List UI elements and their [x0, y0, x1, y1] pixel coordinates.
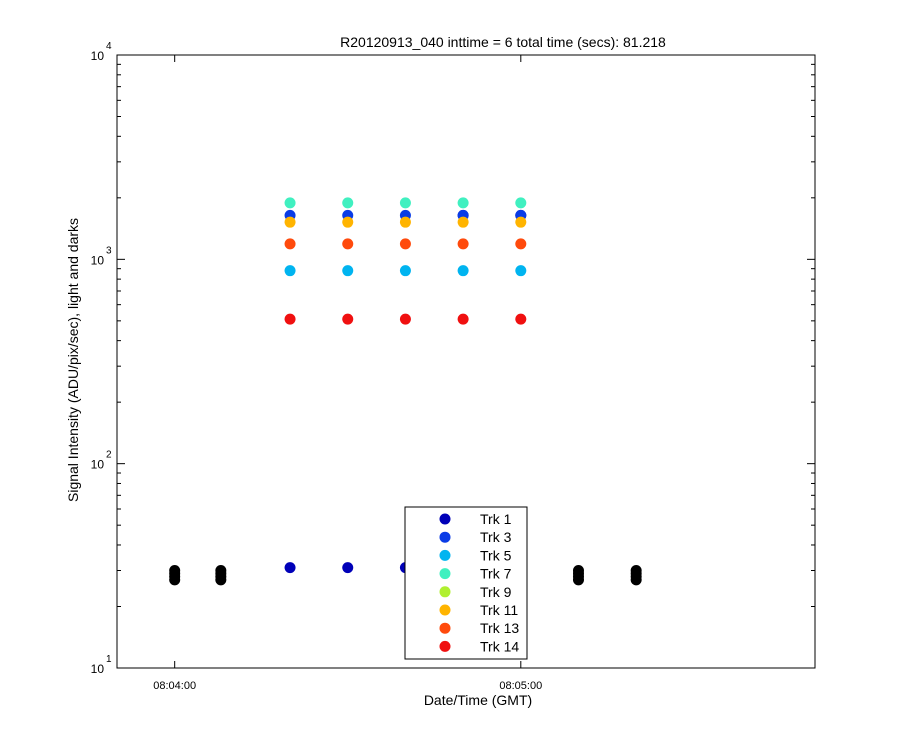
series-point	[284, 238, 296, 250]
dark-point	[215, 565, 227, 577]
legend-label: Trk 3	[480, 529, 512, 545]
series-point	[399, 216, 411, 228]
x-tick-labels: 08:04:00 08:05:00	[153, 680, 542, 692]
legend-marker	[439, 640, 451, 652]
series-point	[457, 238, 469, 250]
series-point	[457, 313, 469, 325]
series-point	[342, 265, 354, 277]
series-point	[284, 562, 296, 574]
series-point	[515, 265, 527, 277]
series-point	[342, 216, 354, 228]
legend-label: Trk 1	[480, 511, 512, 527]
legend-label: Trk 13	[480, 620, 519, 636]
legend-label: Trk 7	[480, 566, 512, 582]
x-tick-label: 08:04:00	[153, 680, 196, 692]
series-point	[515, 197, 527, 209]
y-axis-label: Signal Intensity (ADU/pix/sec), light an…	[65, 218, 81, 502]
dark-point	[572, 565, 584, 577]
y-tick-label: 10	[91, 662, 105, 676]
legend-marker	[439, 622, 451, 634]
y-tick-label: 10	[91, 253, 105, 267]
legend-box	[404, 506, 528, 660]
legend-label: Trk 14	[480, 638, 519, 654]
y-tick-exponent: 3	[106, 245, 112, 256]
legend-marker	[439, 549, 451, 561]
x-tick-label: 08:05:00	[499, 680, 542, 692]
chart-title: R20120913_040 inttime = 6 total time (se…	[340, 34, 666, 50]
y-tick-exponent: 2	[106, 450, 112, 461]
y-tick-label: 10	[91, 49, 105, 63]
y-tick-exponent: 1	[106, 654, 112, 665]
legend-marker	[439, 513, 451, 525]
series-point	[342, 313, 354, 325]
series-point	[342, 562, 354, 574]
series-point	[399, 265, 411, 277]
y-tick-exponent: 4	[106, 41, 112, 52]
legend-marker	[439, 568, 451, 580]
x-axis-label: Date/Time (GMT)	[424, 692, 532, 708]
axis-ticks	[117, 55, 815, 669]
y-tick-label: 10	[91, 458, 105, 472]
legend-label: Trk 9	[480, 584, 512, 600]
plot-frame	[116, 54, 816, 669]
series-point	[515, 238, 527, 250]
series-point	[284, 313, 296, 325]
series-point	[399, 197, 411, 209]
series-point	[399, 238, 411, 250]
series-point	[284, 265, 296, 277]
data-points	[169, 197, 642, 586]
series-point	[284, 216, 296, 228]
series-point	[457, 265, 469, 277]
series-point	[284, 197, 296, 209]
legend-marker	[439, 531, 451, 543]
series-point	[515, 313, 527, 325]
series-point	[399, 313, 411, 325]
series-point	[515, 216, 527, 228]
series-point	[457, 216, 469, 228]
legend-label: Trk 5	[480, 547, 512, 563]
legend-marker	[439, 604, 451, 616]
dark-point	[169, 565, 181, 577]
series-point	[342, 238, 354, 250]
series-point	[457, 197, 469, 209]
legend: Trk 1 Trk 3 Trk 5 Trk 7 Trk 9 Trk 11 Trk 13 Trk…	[404, 506, 528, 660]
dark-point	[630, 565, 642, 577]
series-point	[342, 197, 354, 209]
legend-marker	[439, 586, 451, 598]
legend-label: Trk 11	[480, 602, 518, 618]
